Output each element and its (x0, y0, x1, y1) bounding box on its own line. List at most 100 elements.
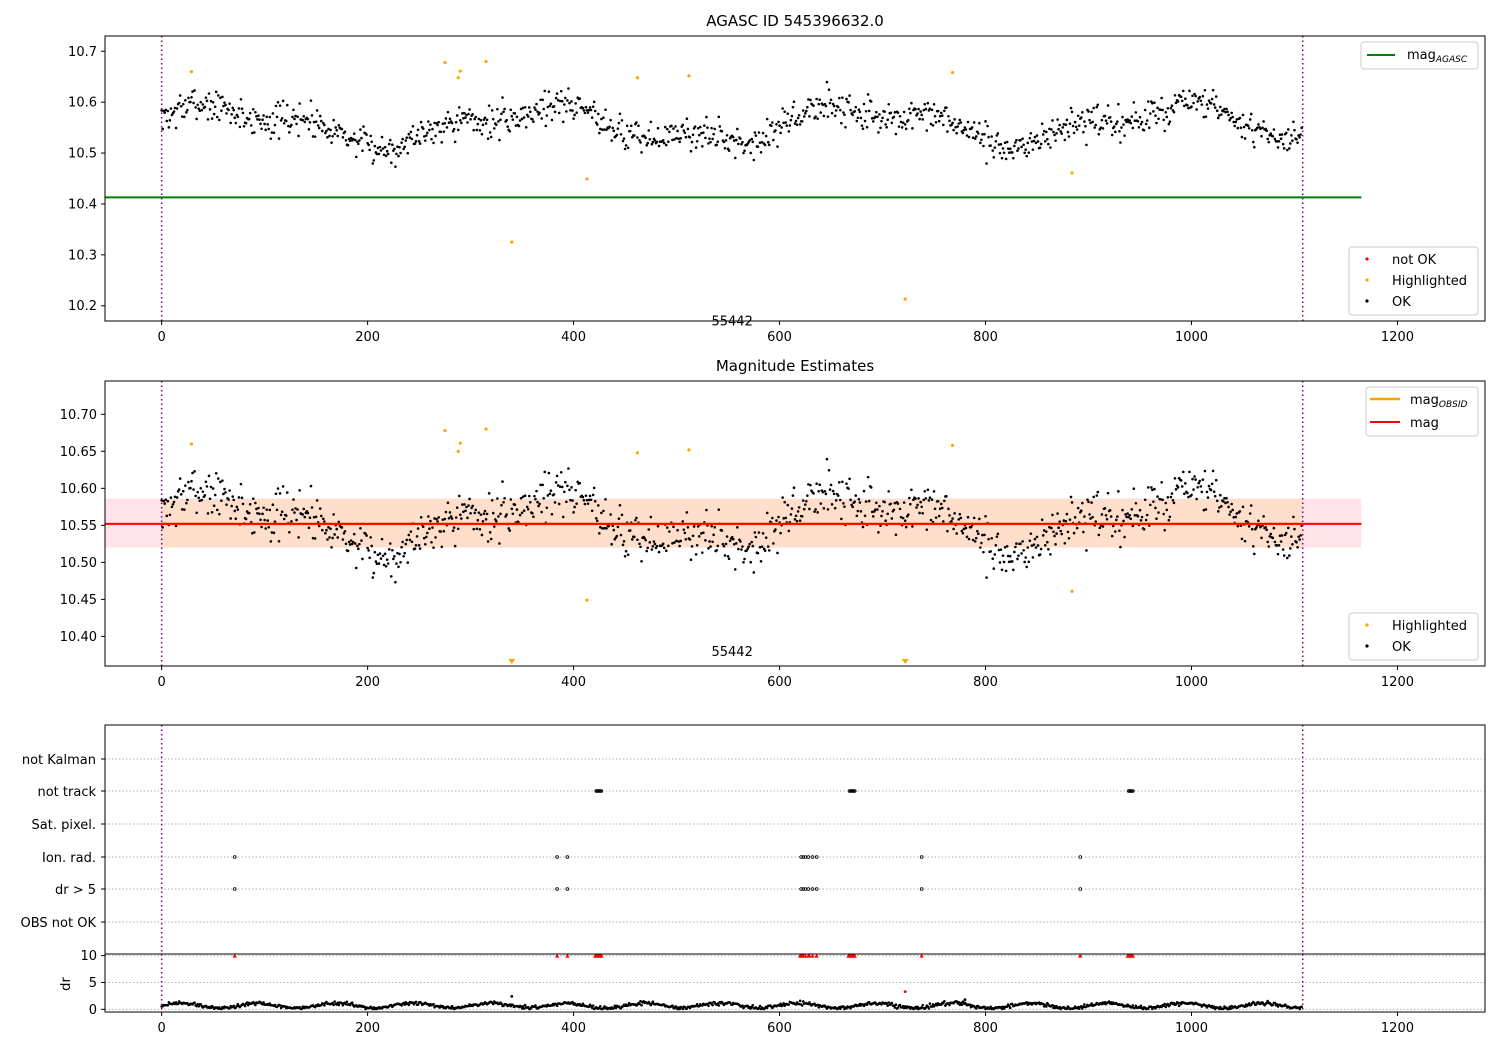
flag-point (801, 887, 806, 891)
ok-point (349, 539, 353, 542)
ok-point (402, 555, 405, 558)
dr-point (927, 1007, 931, 1010)
ok-point (775, 122, 778, 126)
ok-point (671, 542, 674, 545)
ok-point (725, 535, 729, 538)
ok-point (1159, 498, 1162, 501)
ok-point (797, 506, 801, 509)
ok-point (492, 127, 496, 130)
ok-point (1091, 120, 1094, 124)
ok-point (404, 542, 408, 546)
ok-point (467, 504, 470, 507)
dr-point (340, 1001, 344, 1005)
ok-point (918, 511, 921, 515)
top-y-tick-label: 10.2 (68, 299, 97, 314)
ok-point (782, 517, 785, 520)
ok-point (332, 513, 335, 516)
ok-point (1164, 501, 1168, 505)
ok-point (1253, 552, 1256, 556)
ok-point (348, 139, 352, 143)
ok-point (214, 471, 218, 475)
ok-point (884, 519, 887, 522)
ok-point (1210, 97, 1214, 101)
ok-point (538, 111, 541, 115)
ok-point (496, 497, 499, 500)
ok-point (1014, 545, 1017, 549)
ok-point (1268, 535, 1272, 538)
ok-point (312, 120, 316, 124)
ok-point (803, 503, 807, 506)
ok-point (376, 146, 380, 150)
ok-point (435, 517, 438, 521)
ok-point (790, 114, 794, 118)
dr-point (941, 1001, 945, 1005)
ok-point (1151, 488, 1154, 492)
ok-point (1143, 108, 1147, 112)
ok-point (1231, 115, 1234, 119)
ok-point (814, 115, 817, 118)
ok-point (1272, 128, 1276, 131)
ok-point (200, 108, 204, 112)
ok-point (381, 554, 385, 558)
ok-point (646, 546, 650, 550)
flag-point (555, 855, 559, 859)
ok-point (458, 119, 462, 122)
ok-point (959, 516, 963, 520)
ok-point (1085, 143, 1088, 147)
ok-point (229, 121, 232, 125)
ok-point (1168, 515, 1172, 519)
ok-point (939, 502, 943, 506)
ok-point (1111, 524, 1115, 528)
highlighted-point (687, 74, 691, 78)
ok-point (980, 541, 983, 545)
ok-point (770, 124, 773, 128)
ok-point (499, 512, 502, 516)
ok-point (776, 145, 779, 148)
ok-point (763, 549, 767, 552)
ok-point (510, 114, 514, 118)
ok-point (281, 485, 285, 488)
ok-point (238, 125, 242, 129)
ok-point (587, 108, 591, 112)
ok-point (940, 506, 944, 510)
ok-point (1007, 151, 1011, 154)
ok-point (466, 516, 469, 520)
ok-point (932, 102, 936, 106)
ok-point (822, 507, 826, 510)
top-x-tick-label: 600 (767, 330, 792, 345)
ok-point (635, 516, 638, 520)
ok-point (1131, 126, 1135, 130)
ok-point (1042, 529, 1046, 532)
ok-point (985, 576, 988, 579)
ok-point (1070, 501, 1074, 504)
ok-point (1092, 495, 1095, 499)
highlighted-point (458, 69, 462, 73)
dr-point (627, 1001, 631, 1005)
ok-point (1147, 126, 1151, 129)
middle-x-tick-label: 1000 (1175, 675, 1208, 690)
ok-point (172, 500, 176, 504)
ok-point (645, 549, 649, 553)
ok-point (325, 528, 328, 532)
ok-point (982, 144, 985, 148)
dr-point (254, 1003, 257, 1007)
ok-point (1213, 494, 1217, 498)
ok-point (854, 494, 858, 497)
ok-point (1176, 100, 1180, 103)
ok-point (1026, 546, 1030, 549)
ok-point (705, 508, 708, 512)
middle-ok-legend-marker (1365, 644, 1369, 648)
ok-point (1240, 135, 1244, 139)
ok-point (172, 110, 176, 113)
ok-point (187, 96, 190, 100)
dr-point (898, 1003, 902, 1007)
ok-point (400, 545, 403, 549)
ok-point (1130, 508, 1134, 511)
ok-point (1105, 517, 1109, 521)
ok-point (527, 106, 531, 109)
dr-point (808, 1001, 811, 1004)
ok-point (306, 117, 310, 121)
ok-point (1217, 506, 1221, 509)
ok-point (600, 117, 603, 121)
ok-point (1090, 110, 1093, 114)
